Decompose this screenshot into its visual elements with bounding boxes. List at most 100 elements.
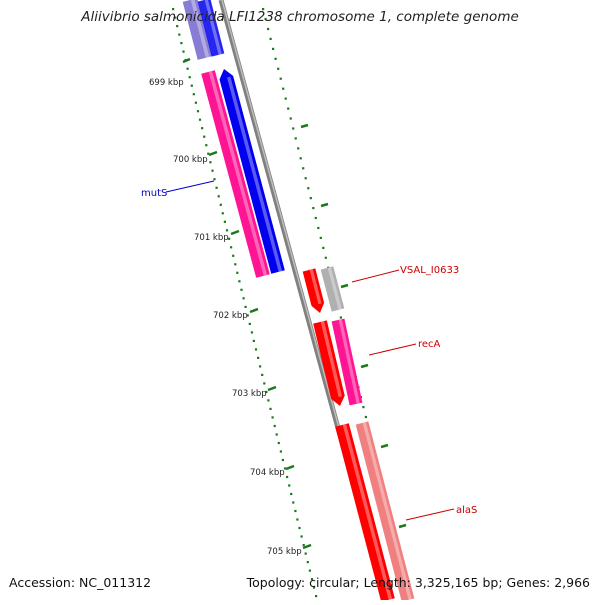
ruler-dot-outer	[274, 57, 277, 60]
ruler-dot	[209, 161, 212, 164]
ruler-dot	[205, 144, 208, 147]
feature-faded-1-body	[182, 0, 213, 60]
ruler-dot	[194, 101, 197, 104]
ruler-dot	[238, 280, 241, 283]
outer-ruler-mark	[380, 443, 389, 449]
feature-recA-red-highlight	[320, 321, 343, 398]
ruler-dot-outer	[319, 236, 322, 239]
ruler-dot	[315, 595, 318, 598]
ruler-dot-outer	[312, 207, 315, 210]
feature-alaS	[355, 421, 415, 602]
tick-label: 702 kbp	[213, 311, 248, 321]
feature-VSAL_I0633-highlight	[327, 267, 342, 310]
ruler-dot	[250, 331, 253, 334]
ruler-dot	[242, 297, 245, 300]
svg-text:VSAL_I0633[interactable]: VSAL_I0633	[400, 265, 459, 276]
feature-VSAL_I0633-body	[320, 266, 345, 312]
ruler-dot	[300, 535, 303, 538]
ruler-dot-outer	[364, 415, 367, 419]
feature-mutS	[219, 69, 285, 274]
ruler-dot-outer	[317, 226, 320, 230]
feature-mutS-companion-body	[201, 70, 270, 278]
ruler-dot	[188, 76, 191, 79]
ruler-dot	[192, 93, 195, 96]
tick-label: 701 kbp	[194, 233, 229, 243]
ruler-dot	[294, 509, 297, 513]
ruler-dot	[306, 561, 309, 564]
ruler-dot	[225, 229, 229, 232]
outer-ruler-mark	[398, 523, 407, 529]
scale-tick: 702 kbp	[213, 307, 259, 321]
ruler-dot	[265, 390, 268, 393]
ruler-dot	[244, 305, 247, 308]
feature-red-short	[302, 268, 325, 313]
ruler-dot	[259, 365, 262, 368]
scale-tick: 703 kbp	[232, 385, 277, 399]
gene-label-recA[interactable]: recA	[368, 339, 441, 356]
gene-label-VSAL_I0633[interactable]: VSAL_I0633	[351, 265, 459, 283]
ruler-dot-outer	[304, 177, 307, 180]
gene-label-mutS[interactable]: mutS	[141, 180, 215, 199]
ruler-dot	[234, 263, 237, 266]
ruler-dot-outer	[322, 246, 325, 249]
feature-red-short-highlight	[309, 269, 322, 305]
gene-label-alaS[interactable]: alaS	[405, 505, 477, 521]
ruler-dot	[308, 569, 311, 572]
ruler-dot	[172, 8, 175, 11]
feature-VSAL_I0633	[320, 266, 345, 312]
outer-ruler-mark	[340, 283, 349, 289]
feature-alaS-red-highlight	[342, 423, 393, 600]
ruler-dot-outer	[287, 107, 290, 110]
ruler-dot	[176, 25, 179, 28]
ruler-dot-outer	[292, 127, 295, 130]
ruler-dot-outer	[264, 17, 267, 21]
ruler-dot-outer	[309, 197, 312, 200]
map-title: Aliivibrio salmonicida LFI1238 chromosom…	[81, 9, 519, 25]
ruler-dot	[232, 254, 235, 257]
feature-alaS-red-body	[335, 423, 395, 602]
ruler-dot	[304, 552, 307, 555]
scale-tick: 699 kbp	[149, 57, 191, 88]
feature-mutS-highlight	[226, 76, 283, 272]
ruler-dot	[296, 518, 299, 521]
ruler-dot	[221, 212, 224, 215]
ruler-dot	[203, 135, 206, 138]
ruler-dot-outer	[314, 216, 317, 220]
feature-faded-2-body	[197, 0, 225, 57]
ruler-dot	[182, 50, 185, 53]
ruler-dot	[292, 501, 295, 504]
ruler-dot-outer	[307, 187, 310, 190]
feature-faded-2	[197, 0, 225, 57]
svg-text:recA[interactable]: recA	[418, 339, 441, 350]
ruler-dot	[174, 16, 177, 19]
ruler-dot	[312, 586, 316, 589]
ruler-dot-outer	[289, 117, 292, 120]
svg-text:mutS[interactable]: mutS	[141, 188, 167, 199]
outer-ruler-mark	[300, 123, 309, 129]
feature-mutS-body	[219, 69, 285, 274]
ruler-dot	[217, 195, 220, 198]
ruler-dot	[277, 441, 280, 445]
tick-label: 703 kbp	[232, 389, 267, 399]
scale-ticks-layer: 699 kbp 700 kbp 701 kbp 702 kbp 703 kbp …	[149, 57, 312, 557]
feature-recA-body	[331, 318, 363, 406]
feature-recA-red	[313, 320, 345, 406]
genome-summary-text: Topology: circular; Length: 3,325,165 bp…	[246, 575, 590, 590]
ruler-dot	[219, 203, 222, 206]
ruler-dot	[254, 348, 258, 351]
ruler-dot-outer	[294, 137, 297, 140]
ruler-dot-outer	[269, 37, 272, 40]
feature-faded-2-highlight	[204, 0, 222, 55]
gene-labels-layer: mutS VSAL_I0633 recA alaS	[141, 180, 477, 521]
ruler-dot-outer	[284, 97, 287, 100]
svg-text:alaS[interactable]: alaS	[456, 505, 477, 516]
scale-tick: 704 kbp	[250, 464, 295, 478]
scale-tick: 701 kbp	[194, 229, 240, 243]
feature-mutS-companion-highlight	[208, 70, 268, 276]
ruler-dot	[257, 356, 260, 359]
feature-recA-highlight	[338, 319, 360, 404]
ruler-dot	[207, 152, 210, 155]
feature-recA-red-body	[313, 320, 345, 406]
ruler-dot	[186, 67, 189, 70]
ruler-dot	[281, 458, 284, 462]
